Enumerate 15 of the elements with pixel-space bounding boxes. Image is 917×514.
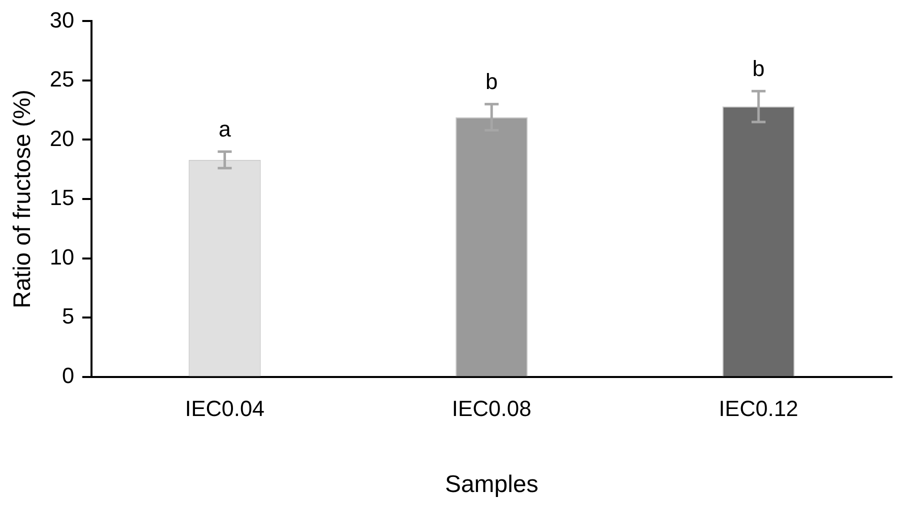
y-tick-label: 0 (62, 362, 74, 388)
y-tick-label: 10 (50, 244, 74, 270)
x-axis-title: Samples (444, 471, 538, 498)
annotation: b (486, 69, 498, 94)
x-tick-label: IEC0.04 (184, 396, 264, 422)
annotation: a (218, 116, 232, 142)
y-axis-title: Ratio of fructose (%) (9, 90, 36, 308)
annotation: b (752, 56, 765, 82)
y-tick-label: 25 (50, 66, 74, 92)
x-tick-label: IEC0.08 (452, 396, 532, 422)
y-tick-label: 15 (50, 185, 74, 210)
y-tick-label: 5 (62, 304, 74, 329)
y-tick-label: 20 (50, 126, 74, 151)
x-tick-label: IEC0.12 (718, 396, 798, 422)
y-tick-label: 30 (50, 7, 74, 32)
